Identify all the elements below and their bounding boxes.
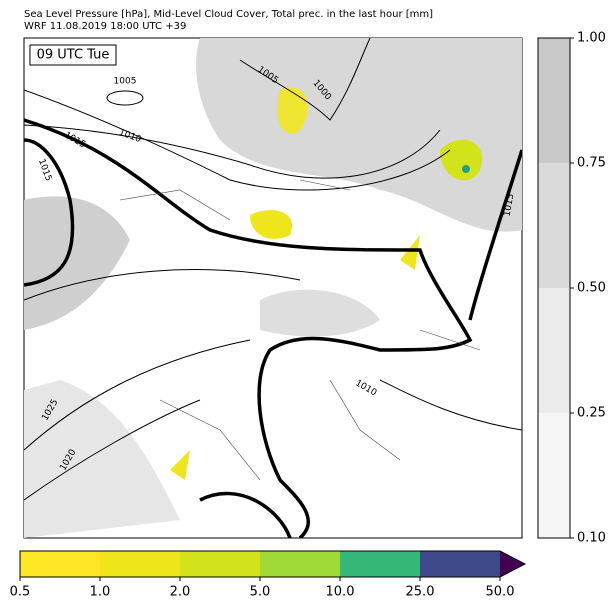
cloud-color-band	[538, 288, 570, 413]
title-line: WRF 11.08.2019 18:00 UTC +39	[24, 21, 186, 32]
colorbar-tick-label: 0.25	[577, 406, 606, 421]
time-label: 09 UTC Tue	[37, 48, 110, 63]
isobar-label: 1015	[503, 193, 517, 217]
precip-area	[440, 139, 482, 181]
cloud-area	[196, 38, 522, 232]
isobars	[24, 38, 522, 501]
precip-color-band	[20, 551, 100, 577]
colorbar-tick-label: 0.75	[577, 156, 606, 171]
isobar-label: 1005	[114, 77, 137, 87]
colorbar-tick-label: 0.50	[577, 281, 606, 296]
coastlines	[119, 179, 481, 481]
cloud-color-band	[538, 413, 570, 538]
map-panel: 09 UTC Tue	[23, 37, 523, 539]
colorbar-tick-label: 0.10	[577, 531, 606, 546]
cloud-area	[24, 196, 130, 330]
map-content	[24, 38, 522, 538]
precip-color-band	[180, 551, 260, 577]
precip-area	[170, 450, 190, 480]
colorbar-tick-label: 10.0	[326, 585, 355, 600]
precip-area	[277, 87, 309, 134]
time-label-box	[29, 44, 117, 66]
precip-color-band	[260, 551, 340, 577]
colorbar-tick-label: 1.00	[577, 31, 606, 46]
colorbar-tick-label: 25.0	[406, 585, 435, 600]
precip-area	[462, 165, 470, 173]
colorbar-tick-label: 0.5	[10, 585, 31, 600]
precip-color-band	[340, 551, 420, 577]
colorbar-tick-label: 5.0	[250, 585, 271, 600]
colorbar-frame	[19, 550, 527, 578]
colorbar-tick-label: 50.0	[486, 585, 515, 600]
precip-color-band	[420, 551, 500, 577]
cloud-color-band	[538, 163, 570, 288]
isobar-1015	[24, 118, 522, 538]
precip-extend-arrow	[500, 551, 525, 577]
colorbar-tick-label: 1.0	[90, 585, 111, 600]
cloud-color-band	[538, 38, 570, 163]
cloud-area	[260, 289, 380, 337]
colorbar-tick-label: 2.0	[170, 585, 191, 600]
title-line: Sea Level Pressure [hPa], Mid-Level Clou…	[24, 9, 433, 20]
precip-area	[250, 210, 292, 239]
cloud-area	[24, 380, 180, 538]
precip-color-band	[100, 551, 180, 577]
precip-area	[400, 235, 420, 270]
